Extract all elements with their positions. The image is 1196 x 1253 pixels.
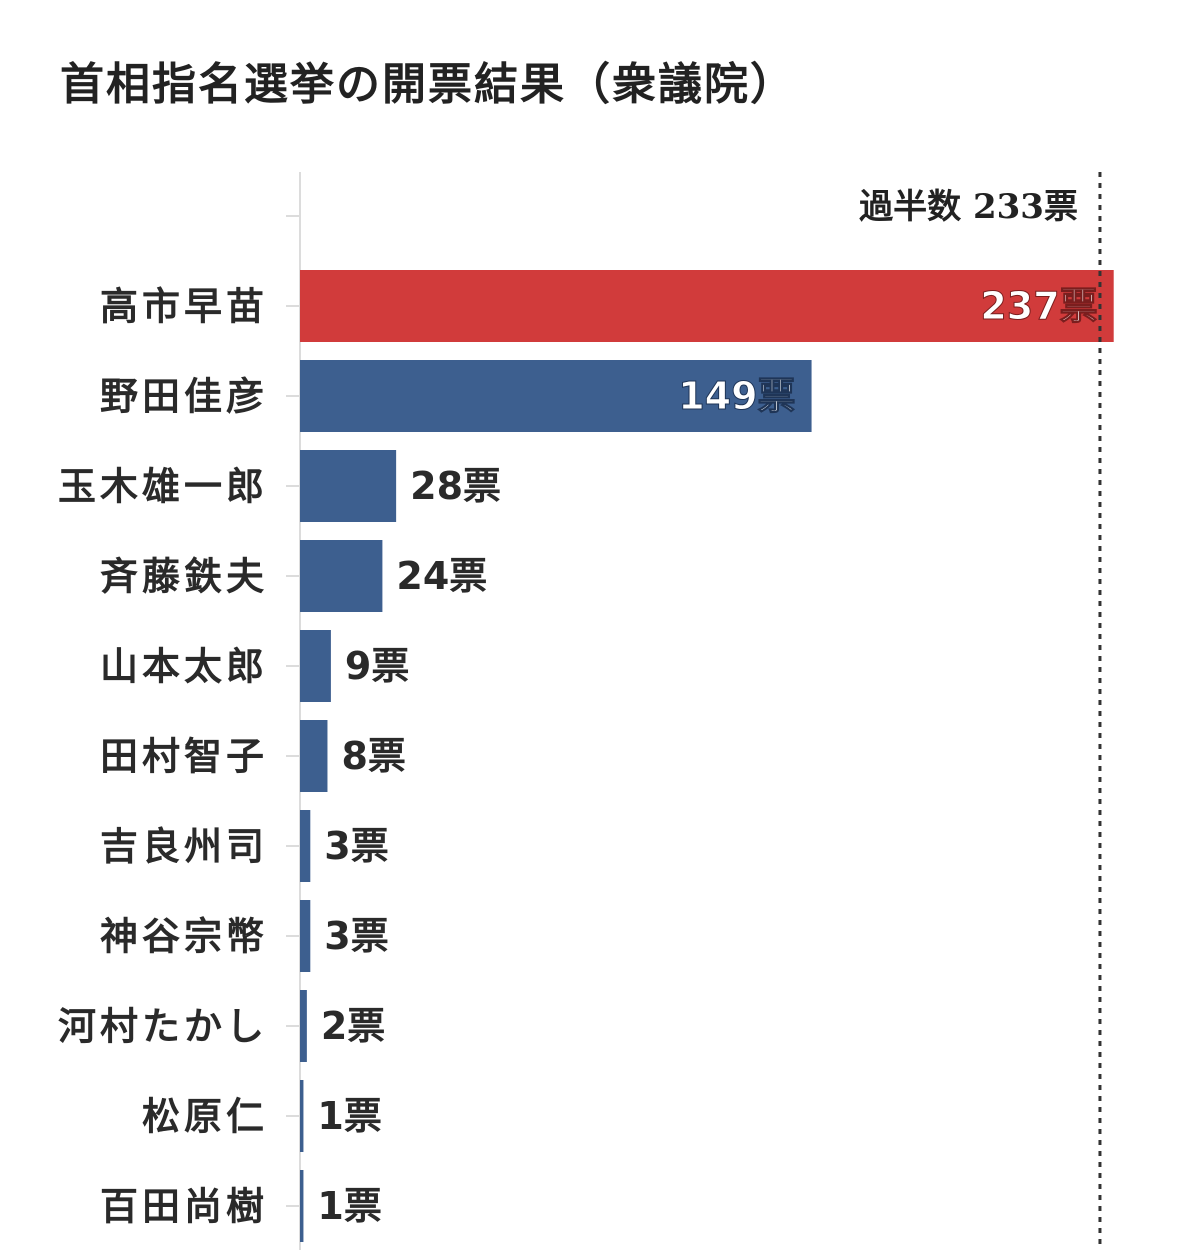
value-label: 28票 — [410, 464, 501, 508]
category-label: 百田尚樹 — [100, 1184, 268, 1229]
bar — [300, 360, 812, 432]
bar — [300, 630, 331, 702]
value-label: 237票 — [980, 284, 1097, 328]
value-label: 1票 — [317, 1184, 381, 1228]
bar — [300, 1170, 304, 1242]
category-label: 吉良州司 — [100, 824, 268, 869]
category-label: 野田佳彦 — [100, 374, 268, 419]
value-label: 1票 — [317, 1094, 381, 1138]
bar — [300, 900, 311, 972]
bar — [300, 1080, 304, 1152]
bar — [300, 450, 397, 522]
value-label: 149票 — [678, 374, 795, 418]
majority-reference-label: 過半数 233票 — [859, 187, 1078, 227]
category-label: 神谷宗幣 — [100, 914, 268, 959]
bar — [300, 990, 307, 1062]
value-label: 8票 — [341, 734, 405, 778]
value-label: 24票 — [396, 554, 487, 598]
page-title: 首相指名選挙の開票結果（衆議院） — [60, 59, 796, 110]
bar — [300, 270, 1114, 342]
bar — [300, 720, 328, 792]
value-label: 3票 — [324, 914, 388, 958]
category-label: 玉木雄一郎 — [58, 464, 268, 509]
category-label: 河村たかし — [58, 1004, 268, 1049]
value-label: 2票 — [321, 1004, 385, 1048]
value-label: 9票 — [345, 644, 409, 688]
value-label: 3票 — [324, 824, 388, 868]
category-label: 田村智子 — [100, 734, 268, 779]
bar — [300, 810, 311, 882]
category-label: 松原仁 — [142, 1094, 268, 1139]
category-label: 山本太郎 — [100, 644, 268, 689]
category-label: 斉藤鉄夫 — [100, 554, 268, 599]
category-label: 高市早苗 — [100, 284, 268, 329]
bar — [300, 540, 383, 612]
